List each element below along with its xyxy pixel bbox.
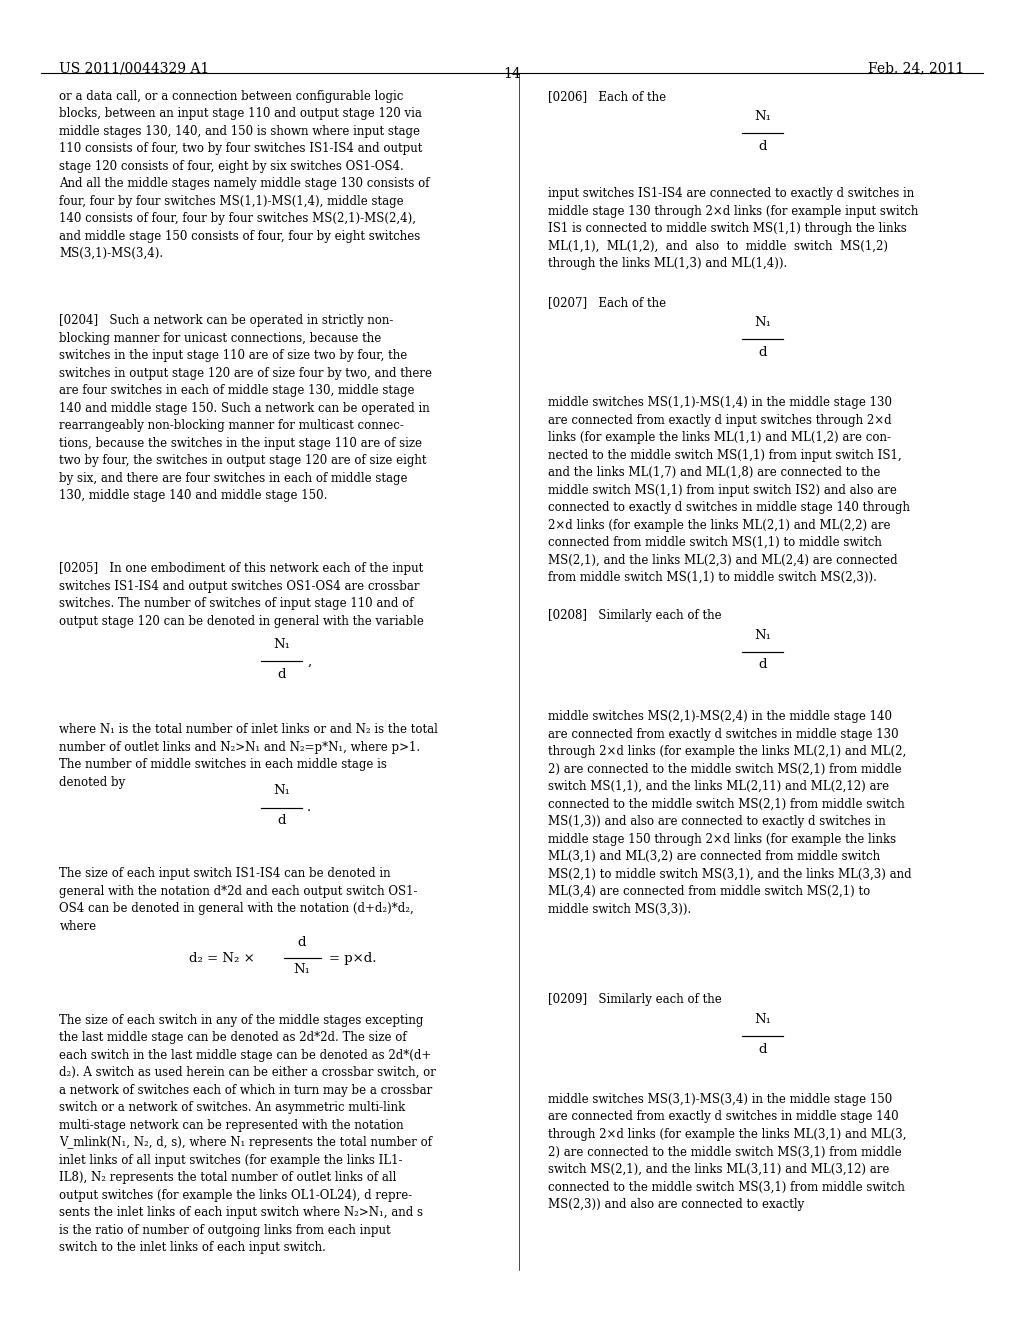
Text: middle switches MS(1,1)-MS(1,4) in the middle stage 130
are connected from exact: middle switches MS(1,1)-MS(1,4) in the m… [548,396,910,583]
Text: N₁: N₁ [755,1012,771,1026]
Text: The size of each input switch IS1-IS4 can be denoted in
general with the notatio: The size of each input switch IS1-IS4 ca… [59,867,418,933]
Text: N₁: N₁ [273,638,290,651]
Text: d: d [278,668,286,681]
Text: N₁: N₁ [755,628,771,642]
Text: [0206]   Each of the: [0206] Each of the [548,90,666,103]
Text: N₁: N₁ [294,964,310,975]
Text: = p×d.: = p×d. [329,952,376,965]
Text: The size of each switch in any of the middle stages excepting
the last middle st: The size of each switch in any of the mi… [59,1014,436,1254]
Text: middle switches MS(2,1)-MS(2,4) in the middle stage 140
are connected from exact: middle switches MS(2,1)-MS(2,4) in the m… [548,710,911,916]
Text: d: d [759,346,767,359]
Text: [0204]   Such a network can be operated in strictly non-
blocking manner for uni: [0204] Such a network can be operated in… [59,314,432,502]
Text: [0205]   In one embodiment of this network each of the input
switches IS1-IS4 an: [0205] In one embodiment of this network… [59,562,424,628]
Text: 14: 14 [503,67,521,81]
Text: Feb. 24, 2011: Feb. 24, 2011 [868,61,965,75]
Text: ,: , [307,655,311,668]
Text: [0208]   Similarly each of the: [0208] Similarly each of the [548,609,722,622]
Text: N₁: N₁ [273,784,290,797]
Text: N₁: N₁ [755,315,771,329]
Text: or a data call, or a connection between configurable logic
blocks, between an in: or a data call, or a connection between … [59,90,430,260]
Text: [0209]   Similarly each of the: [0209] Similarly each of the [548,993,722,1006]
Text: d: d [759,659,767,672]
Text: input switches IS1-IS4 are connected to exactly d switches in
middle stage 130 t: input switches IS1-IS4 are connected to … [548,187,919,271]
Text: US 2011/0044329 A1: US 2011/0044329 A1 [59,61,210,75]
Text: d: d [298,936,306,949]
Text: d: d [278,814,286,828]
Text: .: . [307,801,311,814]
Text: [0207]   Each of the: [0207] Each of the [548,296,666,309]
Text: d₂ = N₂ ×: d₂ = N₂ × [189,952,255,965]
Text: d: d [759,1043,767,1056]
Text: N₁: N₁ [755,110,771,123]
Text: middle switches MS(3,1)-MS(3,4) in the middle stage 150
are connected from exact: middle switches MS(3,1)-MS(3,4) in the m… [548,1093,906,1210]
Text: where N₁ is the total number of inlet links or and N₂ is the total
number of out: where N₁ is the total number of inlet li… [59,723,438,789]
Text: d: d [759,140,767,153]
